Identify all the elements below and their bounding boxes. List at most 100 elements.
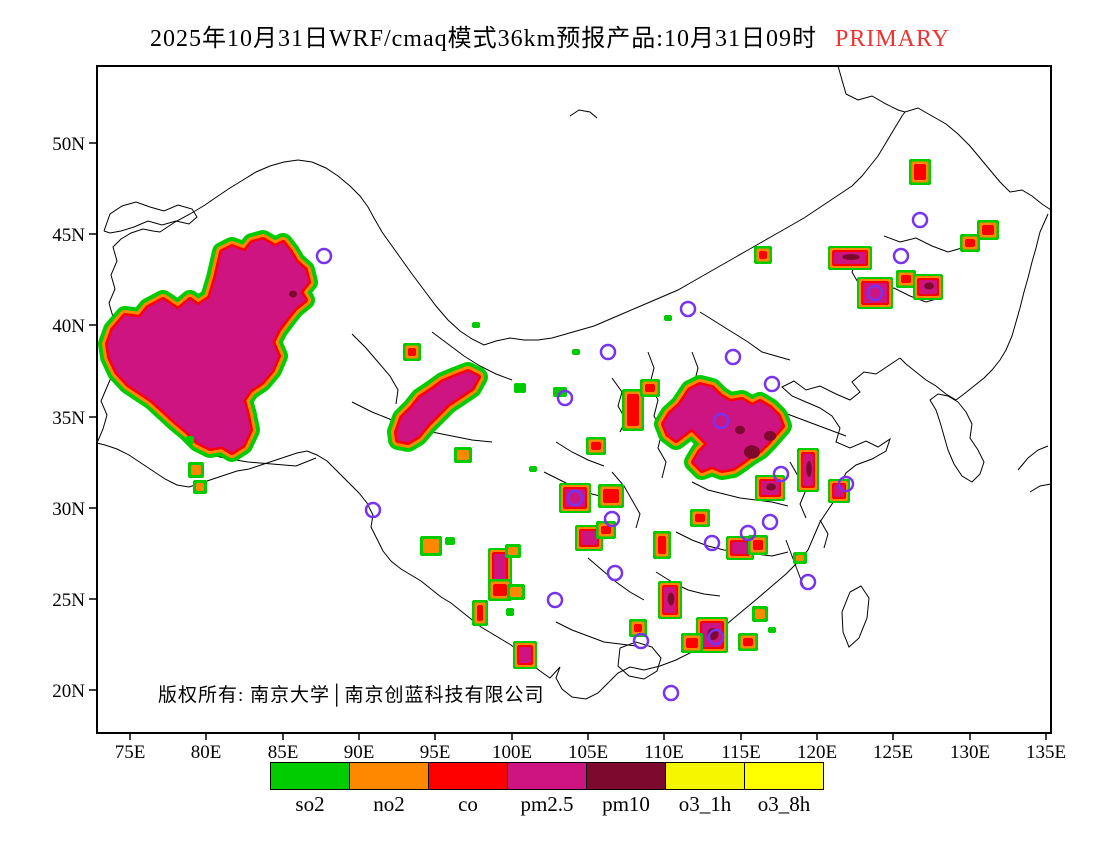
legend-label: so2 (295, 792, 325, 816)
forecast-title-text: 2025年10月31日WRF/cmaq模式36km预报产品:10月31日09时 (149, 26, 817, 52)
pollution-patch-co (634, 624, 642, 632)
y-tick-label: 25N (52, 590, 85, 611)
boundary-ussuri-border (955, 213, 1049, 401)
boundary-prov-heilongjiang-jilin (883, 235, 963, 253)
boundary-prov-neimeng-hebei (699, 311, 791, 361)
pollution-patch-so2 (572, 349, 580, 355)
purple-ring-marker (632, 632, 650, 650)
boundary-mongolia-lake (569, 109, 598, 119)
y-tick-label: 30N (52, 499, 85, 520)
pollution-patch-co (743, 638, 753, 646)
central-china-pm25-region-pm10-spot (735, 425, 745, 435)
pollution-patch-no2 (196, 483, 204, 491)
purple-ring-marker (712, 412, 730, 430)
purple-ring-marker (866, 284, 884, 302)
boundary-japan-coast-fragment-2 (1029, 483, 1052, 493)
purple-ring-marker (911, 211, 929, 229)
purple-ring-marker (707, 628, 725, 646)
purple-ring-marker (892, 247, 910, 265)
y-tick-label: 35N (52, 408, 85, 429)
pollution-patch-pm25 (494, 554, 506, 582)
pollution-patch-pm10-spot (766, 483, 776, 491)
pollution-patch-co (645, 384, 655, 392)
pollution-patch-pm10-spot (806, 461, 812, 477)
pollution-patch-co (601, 526, 611, 534)
pollution-patch-co (686, 638, 698, 648)
pollution-patch-no2 (457, 450, 469, 460)
boundary-japan-coast-fragment (1017, 445, 1049, 471)
legend-label: o3_8h (757, 792, 811, 816)
xinjiang-pm25-region-pm10-spot (289, 290, 297, 298)
pollution-patch-co (965, 239, 975, 247)
legend-swatch-so2 (270, 762, 350, 790)
pollution-patch-so2 (529, 466, 537, 472)
pollution-patch-pm10-spot (842, 254, 860, 260)
x-tick-label: 75E (115, 742, 146, 763)
copyright-text: 版权所有: 南京大学│南京创蓝科技有限公司 (158, 685, 545, 706)
legend-item-o3_1h: o3_1h (665, 762, 745, 817)
pollution-patch-co (493, 584, 507, 596)
pollution-patch-so2 (186, 436, 194, 444)
pollution-patch-co (982, 225, 994, 235)
primary-species-label: PRIMARY (834, 26, 951, 52)
pollution-patch-pm25 (581, 531, 597, 545)
pollution-patch-co (658, 536, 666, 554)
y-tick-label: 20N (52, 681, 85, 702)
legend-item-o3_8h: o3_8h (744, 762, 824, 817)
boundary-prov-hebei-shandong (781, 411, 847, 437)
legend-label: no2 (373, 792, 405, 816)
pollution-patch-pm10-spot (667, 592, 675, 606)
pollution-patch-so2 (445, 537, 455, 545)
pollution-patch-co (627, 394, 639, 426)
x-tick-label: 100E (492, 742, 532, 763)
x-tick-label: 80E (191, 742, 222, 763)
purple-ring-marker (599, 343, 617, 361)
purple-ring-marker (703, 534, 721, 552)
pollution-patch-no2 (191, 465, 201, 475)
pollution-patch-co (591, 442, 601, 450)
boundary-border-stub-top (837, 65, 847, 95)
central-china-pm25-region-pm10-spot (764, 430, 776, 442)
boundary-korea-peninsula (929, 393, 985, 483)
pollution-patch-so2 (664, 315, 672, 321)
legend-swatch-no2 (349, 762, 429, 790)
legend-swatch-co (428, 762, 508, 790)
purple-ring-marker (556, 389, 574, 407)
boundary-prov-gansu-sichuan (555, 441, 605, 467)
legend-label: pm10 (602, 792, 650, 816)
pollution-patch-so2 (514, 383, 526, 393)
purple-ring-marker (566, 489, 584, 507)
pollution-patch-no2 (755, 609, 765, 619)
boundary-hainan-island (617, 641, 662, 680)
purple-ring-marker (772, 465, 790, 483)
purple-ring-marker (662, 684, 680, 702)
pollution-patch-co (914, 164, 926, 180)
pollution-patch-so2 (472, 322, 480, 328)
boundary-russia-amur-border (845, 93, 1052, 211)
purple-ring-marker (364, 501, 382, 519)
boundary-prov-yunnan-guangxi (555, 621, 637, 647)
legend-item-co: co (428, 762, 508, 817)
boundary-prov-xinjiang-qinghai (351, 333, 399, 405)
legend-item-so2: so2 (270, 762, 350, 817)
pollution-patch-no2 (796, 555, 804, 561)
xinjiang-pm25-region-core (107, 239, 309, 453)
purple-ring-marker (837, 475, 855, 493)
boundary-prov-guizhou (587, 557, 645, 601)
boundary-taiwan-island (841, 585, 870, 648)
boundary-west-border (96, 228, 161, 444)
x-tick-label: 130E (950, 742, 990, 763)
boundary-prov-sichuan-east (611, 471, 641, 529)
x-tick-label: 90E (344, 742, 375, 763)
legend-swatch-pm10 (586, 762, 666, 790)
pollutant-color-legend: so2 no2 co pm2.5 pm10 o3_1h o3_8h (270, 762, 824, 817)
pollution-patch-co (695, 514, 705, 522)
pollution-patch-so2 (768, 627, 776, 633)
pollution-patch-no2 (423, 539, 439, 553)
purple-ring-marker (315, 247, 333, 265)
legend-item-pm2.5: pm2.5 (507, 762, 587, 817)
pollution-patch-pm25 (732, 542, 748, 554)
boundary-prov-zhejiang (819, 519, 829, 549)
purple-ring-marker (739, 524, 757, 542)
x-tick-label: 125E (873, 742, 913, 763)
